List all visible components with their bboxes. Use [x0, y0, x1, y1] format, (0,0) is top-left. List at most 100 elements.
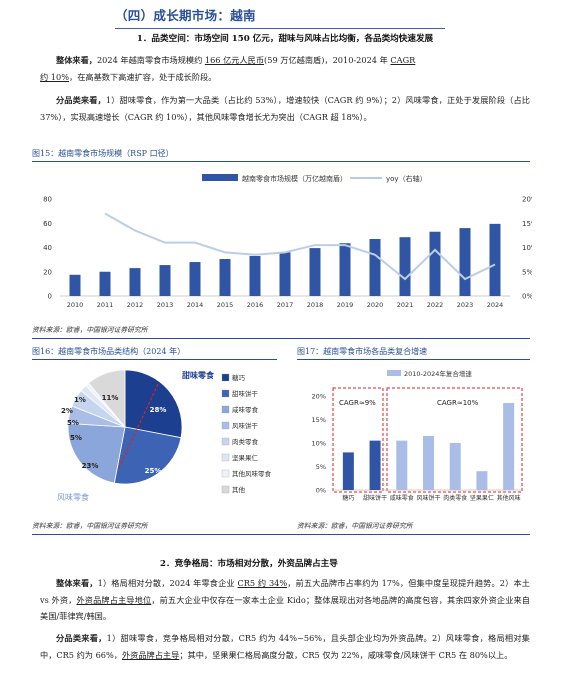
- bar-2016: [249, 255, 261, 296]
- slice-label: 25%: [145, 467, 162, 475]
- fig17-chart: 2010-2024年复合增速 CAGR≈9% CAGR≈10% 20% 15% 10…: [312, 369, 523, 502]
- fig17-divider: [297, 359, 530, 360]
- fig15-chart: 越南零食市场规模（万亿越南盾） yoy（右轴） 0 20 40 60 80 0% 5% 10%…: [43, 174, 532, 309]
- bar-2011: [99, 271, 111, 296]
- bar-2019: [339, 243, 351, 296]
- x-tick: 糖巧: [342, 494, 354, 502]
- paragraph-market-size: 整体来看，2024 年越南零食市场规模约 166 亿元人民币(59 万亿越南盾)…: [40, 55, 416, 82]
- bar-2023: [459, 228, 471, 296]
- slice-label: 1%: [74, 396, 86, 404]
- fig-bottom-divider: [32, 534, 530, 535]
- legend-swatch: [221, 453, 230, 462]
- legend-label: 其他: [232, 485, 246, 494]
- x-tick: 坚果果仁: [470, 494, 494, 502]
- fig15-bottom-divider: [32, 338, 530, 339]
- fig15-source: 资料来源：欧睿，中国银河证券研究所: [32, 326, 148, 334]
- legend-label-bar: 越南零食市场规模（万亿越南盾）: [242, 174, 347, 183]
- y-tick: 20%: [312, 393, 326, 401]
- section-title: （四）成长期市场：越南: [115, 2, 445, 29]
- fig16-source: 资料来源：欧睿，中国银河证券研究所: [32, 522, 148, 530]
- label-savory: 风味零食: [57, 492, 89, 502]
- pie-divider-line: [117, 383, 159, 471]
- y-tick-right: 20%: [522, 196, 532, 204]
- y-tick-right: 10%: [522, 244, 532, 252]
- x-tick: 2013: [157, 301, 174, 309]
- legend-label: 甜味饼干: [232, 389, 259, 398]
- legend-label: 咸味零食: [232, 405, 259, 414]
- x-tick: 咸味零食: [390, 494, 414, 502]
- fig15-legend: 越南零食市场规模（万亿越南盾） yoy（右轴）: [202, 174, 427, 183]
- legend-label: 肉类零食: [232, 437, 259, 446]
- bar-2022: [429, 231, 441, 296]
- fig15-title: 图15：越南零食市场规模（RSP 口径）: [32, 149, 174, 158]
- box-sweet: [332, 387, 384, 493]
- box-savory: [386, 387, 523, 493]
- slice-label: 28%: [150, 406, 167, 414]
- bar-2010: [69, 274, 81, 296]
- bar-2018: [309, 248, 321, 296]
- bar-坚果果仁: [476, 471, 488, 490]
- y-tick: 0%: [316, 487, 326, 495]
- bar-2024: [489, 223, 501, 296]
- x-tick: 风味饼干: [416, 494, 440, 502]
- bar-2013: [159, 265, 171, 296]
- pie-slice-其他: [88, 369, 126, 429]
- x-tick: 2011: [97, 301, 114, 309]
- x-tick: 2017: [277, 301, 294, 309]
- legend-swatch-cagr: [387, 370, 401, 376]
- fig15-divider: [32, 161, 530, 162]
- x-tick: 2010: [67, 301, 84, 309]
- bar-甜味饼干: [369, 440, 381, 490]
- bar-糖巧: [342, 452, 354, 490]
- legend-swatch: [221, 485, 230, 494]
- legend-label-cagr: 2010-2024年复合增速: [404, 369, 472, 378]
- y-tick-right: 15%: [522, 220, 532, 228]
- legend-swatch: [221, 405, 230, 414]
- y-tick-left: 40: [43, 244, 52, 252]
- x-tick: 2018: [307, 301, 324, 309]
- subsection-heading-1: 1．品类空间：市场空间 150 亿元，甜味与风味占比均衡，各品类均快速发展: [136, 34, 434, 44]
- y-tick: 5%: [316, 463, 326, 471]
- x-tick: 2019: [337, 301, 354, 309]
- x-tick: 2024: [487, 301, 504, 309]
- bar-2017: [279, 252, 291, 296]
- paragraph-competition-category: 分品类来看，1）甜味零食，竞争格局相对分散，CR5 约为 44%~56%，且头部…: [40, 633, 530, 660]
- bar-2020: [369, 239, 381, 296]
- slice-label: 2%: [61, 407, 73, 415]
- bar-咸味零食: [396, 440, 408, 490]
- fig17-title: 图17：越南零食市场各品类复合增速: [297, 347, 428, 356]
- x-tick: 2016: [247, 301, 264, 309]
- legend-swatch: [221, 421, 230, 430]
- y-tick: 10%: [312, 440, 326, 448]
- paragraph-category: 分品类来看，1）甜味零食，作为第一大品类（占比约 53%），增速较快（CAGR …: [40, 95, 530, 122]
- legend-label: 坚果果仁: [232, 453, 259, 462]
- y-tick-left: 60: [43, 220, 52, 228]
- cagr9-label: CAGR≈9%: [339, 399, 376, 407]
- slice-label: 11%: [102, 394, 119, 402]
- x-tick: 其他风味: [497, 494, 521, 502]
- y-tick-left: 80: [43, 196, 52, 204]
- bar-2015: [219, 259, 231, 296]
- y-tick-left: 0: [48, 293, 52, 301]
- x-tick: 肉类零食: [443, 494, 467, 502]
- x-tick: 2022: [427, 301, 444, 309]
- bar-2021: [399, 237, 411, 296]
- y-tick-right: 0%: [522, 293, 532, 301]
- x-tick: 2021: [397, 301, 414, 309]
- y-tick: 15%: [312, 416, 326, 424]
- x-tick: 2015: [217, 301, 234, 309]
- legend-swatch-bar: [202, 174, 238, 181]
- pie-slice-咸味零食: [67, 422, 126, 484]
- x-tick: 2020: [367, 301, 384, 309]
- cagr10-label: CAGR≈10%: [437, 399, 479, 407]
- bar-2014: [189, 262, 201, 296]
- label-sweet: 甜味零食: [182, 370, 215, 380]
- fig16-chart: 28% 25% 23% 5% 5% 2%1% 11% 糖巧甜味饼干咸味零食风味饼干肉类零食坚…: [57, 369, 272, 502]
- legend-swatch: [221, 469, 230, 478]
- legend-label-line: yoy（右轴）: [386, 174, 427, 183]
- fig16-divider: [32, 359, 277, 360]
- legend-label: 其他风味零食: [232, 469, 272, 478]
- y-tick-right: 5%: [522, 268, 532, 276]
- slice-label: 5%: [67, 419, 79, 427]
- yoy-line: [104, 212, 496, 281]
